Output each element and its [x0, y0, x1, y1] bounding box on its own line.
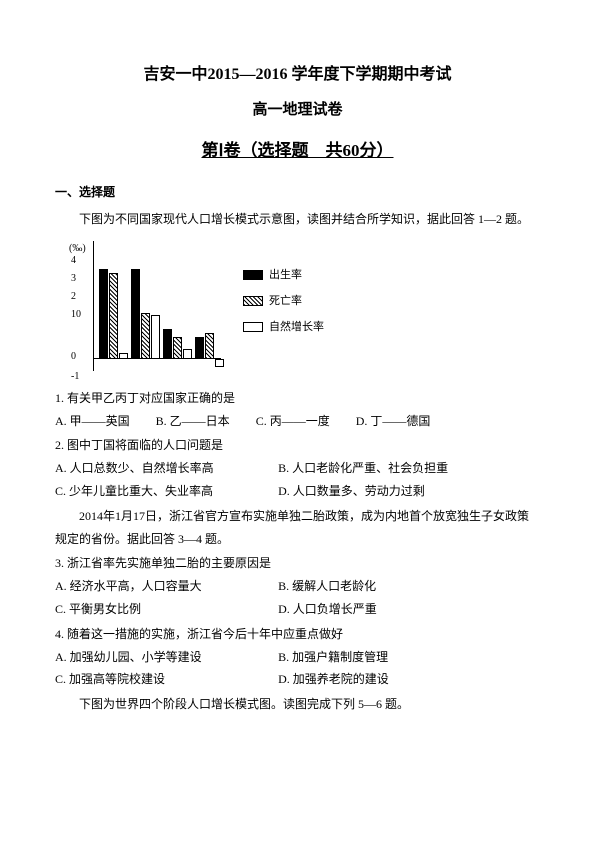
chart-bar	[151, 315, 160, 359]
legend-swatch	[243, 322, 263, 332]
option-row: A. 人口总数少、自然增长率高B. 人口老龄化严重、社会负担重C. 少年儿童比重…	[55, 457, 540, 503]
exam-header-line3: 第Ⅰ卷（选择题 共60分）	[55, 135, 540, 167]
chart-bar	[141, 313, 150, 359]
chart-bar	[119, 353, 128, 359]
intro-text-3: 下图为世界四个阶段人口增长模式图。读图完成下列 5—6 题。	[55, 693, 540, 716]
chart-y-tick: 3	[71, 269, 76, 288]
chart-y-tick: 0	[71, 347, 76, 366]
option: A. 人口总数少、自然增长率高	[55, 457, 278, 480]
chart-y-axis	[93, 241, 94, 371]
exam-header-line1: 吉安一中2015—2016 学年度下学期期中考试	[55, 60, 540, 90]
option: B. 人口老龄化严重、社会负担重	[278, 457, 501, 480]
chart-bar	[215, 359, 224, 367]
legend-swatch	[243, 296, 263, 306]
legend-label: 死亡率	[269, 291, 302, 312]
option: D. 人口数量多、劳动力过剩	[278, 480, 501, 503]
option: C. 丙——一度	[256, 410, 330, 433]
chart-y-tick: 2	[71, 287, 76, 306]
option: B. 乙——日本	[156, 410, 230, 433]
chart-y-tick: 10	[71, 305, 81, 324]
legend-swatch	[243, 270, 263, 280]
section-title: 一、选择题	[55, 181, 540, 204]
option: B. 加强户籍制度管理	[278, 646, 501, 669]
question-stem: 1. 有关甲乙丙丁对应国家正确的是	[55, 387, 540, 410]
chart-bar	[205, 333, 214, 359]
chart-bar	[109, 273, 118, 359]
option: D. 加强养老院的建设	[278, 668, 501, 691]
chart-bar	[195, 337, 204, 359]
option: C. 少年儿童比重大、失业率高	[55, 480, 278, 503]
chart-y-tick: -1	[71, 367, 79, 386]
intro-text-1: 下图为不同国家现代人口增长模式示意图，读图并结合所学知识，据此回答 1—2 题。	[55, 208, 540, 231]
option: C. 平衡男女比例	[55, 598, 278, 621]
legend-row: 死亡率	[243, 291, 324, 312]
option: C. 加强高等院校建设	[55, 668, 278, 691]
option: A. 甲——英国	[55, 410, 130, 433]
option-row: A. 甲——英国 B. 乙——日本 C. 丙——一度 D. 丁——德国	[55, 410, 540, 433]
option-row: A. 经济水平高，人口容量大B. 缓解人口老龄化C. 平衡男女比例D. 人口负增…	[55, 575, 540, 621]
chart-canvas: (‰)432100-1	[65, 239, 225, 379]
option-row: A. 加强幼儿园、小学等建设B. 加强户籍制度管理C. 加强高等院校建设D. 加…	[55, 646, 540, 692]
option: D. 丁——德国	[356, 410, 431, 433]
population-chart: (‰)432100-1 出生率死亡率自然增长率	[65, 239, 540, 379]
legend-label: 自然增长率	[269, 317, 324, 338]
question-block-1: 1. 有关甲乙丙丁对应国家正确的是A. 甲——英国 B. 乙——日本 C. 丙——一…	[55, 387, 540, 503]
question-block-2: 3. 浙江省率先实施单独二胎的主要原因是A. 经济水平高，人口容量大B. 缓解人…	[55, 552, 540, 691]
chart-bar	[173, 337, 182, 359]
chart-bar	[183, 349, 192, 359]
option: B. 缓解人口老龄化	[278, 575, 501, 598]
option: D. 人口负增长严重	[278, 598, 501, 621]
legend-label: 出生率	[269, 265, 302, 286]
option: A. 经济水平高，人口容量大	[55, 575, 278, 598]
chart-legend: 出生率死亡率自然增长率	[243, 265, 324, 343]
question-stem: 3. 浙江省率先实施单独二胎的主要原因是	[55, 552, 540, 575]
legend-row: 出生率	[243, 265, 324, 286]
question-stem: 4. 随着这一措施的实施，浙江省今后十年中应重点做好	[55, 623, 540, 646]
question-stem: 2. 图中丁国将面临的人口问题是	[55, 434, 540, 457]
exam-header-line2: 高一地理试卷	[55, 96, 540, 125]
chart-bar	[99, 269, 108, 359]
option: A. 加强幼儿园、小学等建设	[55, 646, 278, 669]
chart-bar	[131, 269, 140, 359]
legend-row: 自然增长率	[243, 317, 324, 338]
intro-text-2: 2014年1月17日，浙江省官方宣布实施单独二胎政策，成为内地首个放宽独生子女政…	[55, 505, 540, 551]
chart-bar	[163, 329, 172, 359]
chart-y-tick: 4	[71, 251, 76, 270]
